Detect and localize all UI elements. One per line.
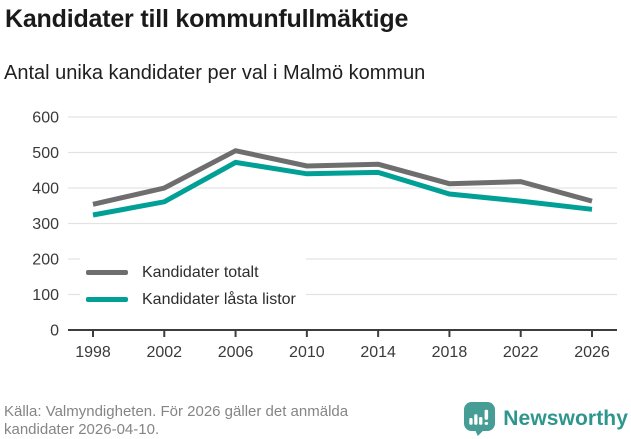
- chart-legend: Kandidater totalt Kandidater låsta listo…: [80, 257, 306, 317]
- x-tick-label-2018: 2018: [432, 344, 468, 361]
- source-note: Källa: Valmyndigheten. För 2026 gäller d…: [4, 403, 348, 438]
- y-tick-label-0: 0: [50, 323, 59, 340]
- source-note-line2: kandidater 2026-04-10.: [4, 420, 160, 438]
- legend-item-totalt: Kandidater totalt: [86, 259, 296, 286]
- chart-title: Kandidater till kommunfullmäktige: [5, 5, 409, 33]
- y-tick-label-600: 600: [32, 110, 59, 127]
- y-tick-label-500: 500: [32, 145, 59, 162]
- y-tick-label-400: 400: [32, 181, 59, 198]
- legend-label-lasta-listor: Kandidater låsta listor: [142, 290, 296, 308]
- legend-label-totalt: Kandidater totalt: [142, 263, 259, 281]
- brand-name: Newsworthy: [503, 407, 628, 430]
- x-tick-label-2022: 2022: [503, 344, 539, 361]
- line-chart: 0 100 200 300 400 500 600 1998 2002 2006 2010 2014 2…: [32, 110, 617, 361]
- x-tick-label-2002: 2002: [146, 344, 182, 361]
- y-tick-label-300: 300: [32, 216, 59, 233]
- chart-subtitle: Antal unika kandidater per val i Malmö k…: [4, 62, 426, 84]
- legend-swatch-totalt: [86, 270, 128, 275]
- y-tick-label-200: 200: [32, 252, 59, 269]
- x-tick-label-2026: 2026: [574, 344, 610, 361]
- x-tick-label-2014: 2014: [360, 344, 396, 361]
- series-line-1: [92, 159, 593, 218]
- x-tick-label-1998: 1998: [75, 344, 111, 361]
- legend-swatch-lasta-listor: [86, 297, 128, 302]
- source-note-line1: Källa: Valmyndigheten. För 2026 gäller d…: [4, 403, 349, 420]
- series-line-0: [92, 148, 593, 207]
- x-tick-label-2010: 2010: [289, 344, 325, 361]
- newsworthy-logo: Newsworthy: [464, 402, 628, 436]
- y-tick-label-100: 100: [32, 287, 59, 304]
- x-tick-label-2006: 2006: [218, 344, 254, 361]
- legend-item-lasta-listor: Kandidater låsta listor: [86, 286, 296, 313]
- newsworthy-icon: [464, 402, 496, 436]
